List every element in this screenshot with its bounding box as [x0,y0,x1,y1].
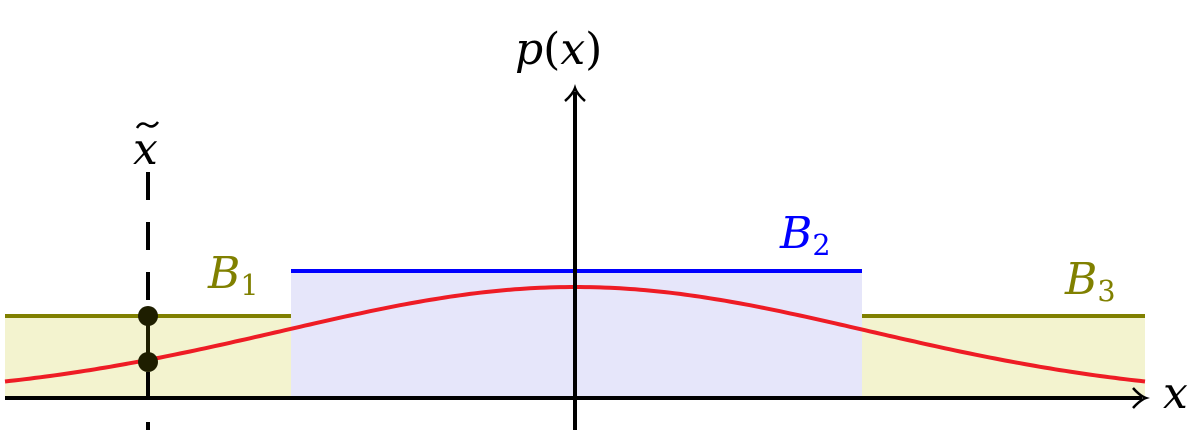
bin-1-label-main: B [208,248,241,299]
bin-3-label-main: B [1065,254,1098,305]
y-axis-label: p(x) [515,28,602,72]
y-axis-label-paren-open: ( [543,24,561,75]
bin-2-label: B2 [780,212,831,260]
bin-3-label-sub: 3 [1097,274,1116,309]
bin-3-label: B3 [1065,258,1116,306]
bin-1-label-sub: 1 [240,268,259,303]
x-axis-arrow [1132,387,1150,409]
bin-2-label-main: B [780,208,813,259]
y-axis-label-main: p [515,24,544,75]
bin-2-label-sub: 2 [812,228,831,263]
marker-bin-point [138,306,158,326]
y-axis-arrow [564,84,586,102]
y-axis-label-paren-close: ) [585,24,603,75]
x-axis-label: x [1163,372,1188,416]
marker-label: x [133,128,158,172]
x-axis-label-text: x [1163,368,1188,419]
bin-3-fill [862,316,1145,398]
marker-curve-point [138,352,158,372]
bin-1-label: B1 [208,252,259,300]
marker-label-text: x [133,124,158,175]
marker-tilde-accent [135,121,160,129]
y-axis-label-arg: x [560,24,586,75]
